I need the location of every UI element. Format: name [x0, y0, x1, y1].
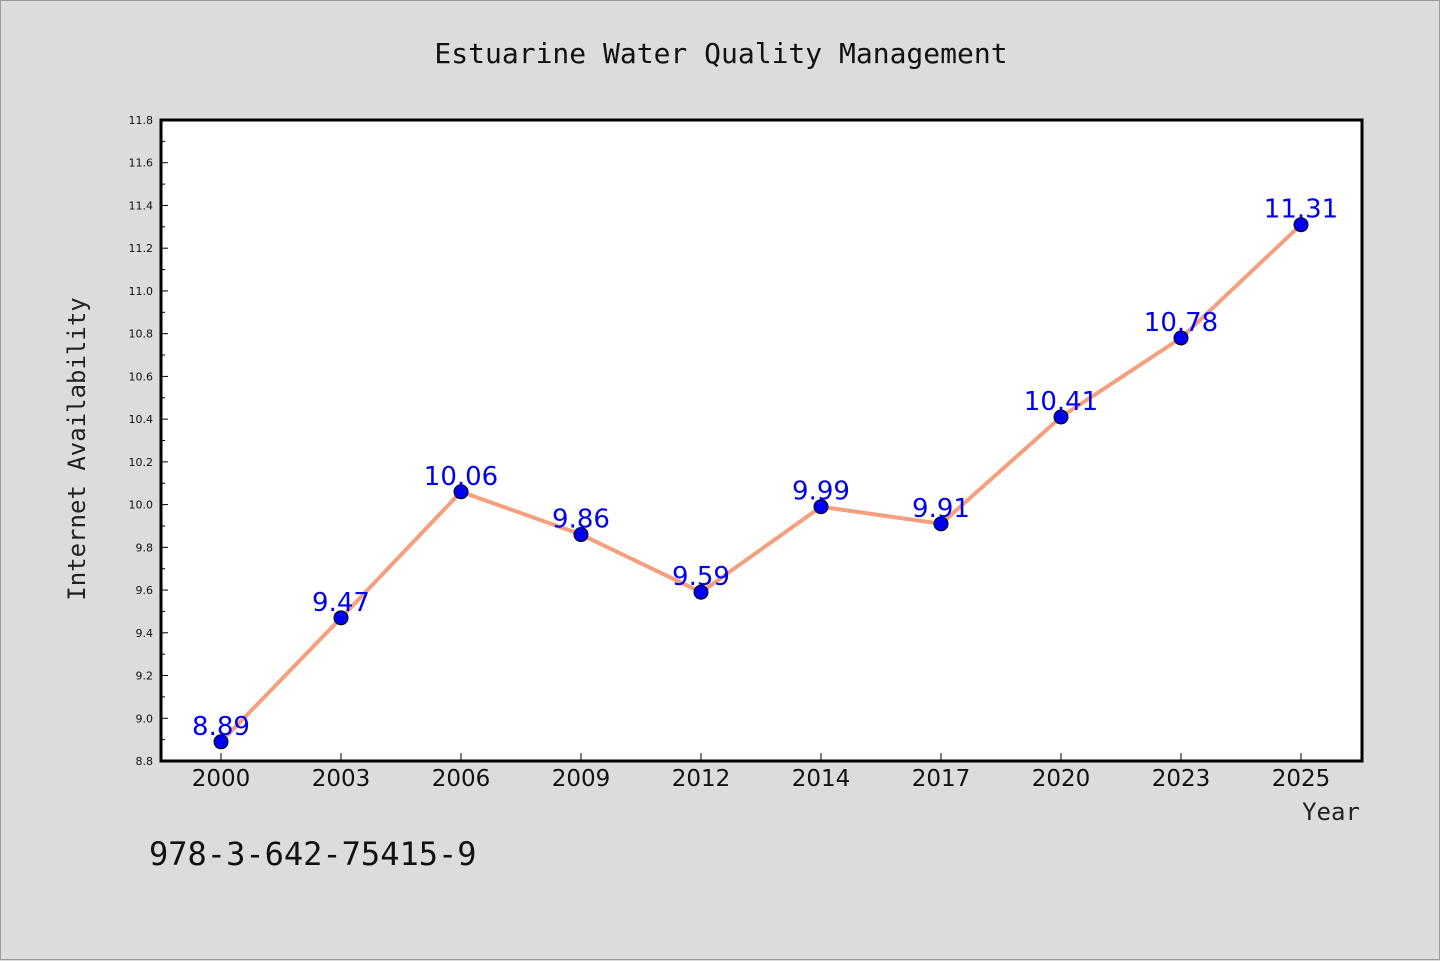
data-point[interactable] — [693, 584, 709, 600]
data-label: 9.59 — [672, 562, 730, 592]
y-axis-label: Internet Availability — [63, 297, 91, 600]
y-tick-label: 10.2 — [129, 456, 154, 469]
data-point[interactable] — [453, 484, 469, 500]
data-label: 9.86 — [552, 505, 610, 535]
data-point[interactable] — [213, 734, 229, 750]
y-tick-label: 9.6 — [136, 584, 154, 597]
y-axis: 8.8 9.0 9.2 9.4 9.6 9.8 10.0 10.2 10.4 10.6 10.8 11… — [129, 114, 168, 768]
x-tick-label: 2017 — [912, 766, 971, 792]
series-line-group — [213, 217, 1309, 750]
data-point[interactable] — [1293, 217, 1309, 233]
data-label: 10.41 — [1024, 387, 1098, 417]
data-label: 9.47 — [312, 588, 370, 618]
x-tick-label: 2023 — [1152, 766, 1211, 792]
series-line — [219, 223, 1303, 744]
y-tick-label: 11.6 — [129, 157, 154, 170]
data-point[interactable] — [933, 516, 949, 532]
y-tick-label: 10.0 — [129, 499, 154, 512]
data-label: 9.91 — [912, 494, 970, 524]
y-tick-label: 9.8 — [136, 541, 154, 554]
data-point[interactable] — [813, 499, 829, 515]
data-label: 10.78 — [1144, 308, 1218, 338]
y-tick-label: 10.6 — [129, 370, 154, 383]
data-label: 8.89 — [192, 712, 250, 742]
plot-area — [159, 118, 1364, 763]
y-tick-label: 10.8 — [129, 328, 154, 341]
data-label: 11.31 — [1264, 195, 1338, 225]
x-tick-label: 2020 — [1032, 766, 1091, 792]
y-tick-label: 9.0 — [136, 712, 154, 725]
data-point[interactable] — [573, 527, 589, 543]
x-tick-label: 2006 — [432, 766, 491, 792]
x-tick-label: 2000 — [192, 766, 251, 792]
data-label: 9.99 — [792, 477, 850, 507]
y-tick-label: 8.8 — [136, 755, 154, 768]
x-tick-label: 2025 — [1272, 766, 1331, 792]
x-tick-label: 2003 — [312, 766, 371, 792]
y-tick-label: 10.4 — [129, 413, 154, 426]
data-label-group: 8.89 9.47 10.06 9.86 9.59 9.99 9.91 10.41 10.78 1… — [192, 195, 1338, 742]
x-tick-label: 2014 — [792, 766, 851, 792]
y-tick-label: 11.0 — [129, 285, 154, 298]
y-tick-label: 11.2 — [129, 242, 154, 255]
x-axis-label: Year — [1302, 798, 1360, 826]
data-label: 10.06 — [424, 462, 498, 492]
y-tick-label: 11.8 — [129, 114, 154, 127]
data-point[interactable] — [1053, 409, 1069, 425]
chart-title: Estuarine Water Quality Management — [434, 37, 1007, 70]
data-point[interactable] — [1173, 330, 1189, 346]
x-tick-label: 2012 — [672, 766, 731, 792]
x-axis: 2000 2003 2006 2009 2012 2014 2017 2020 2023 2025 — [192, 753, 1331, 792]
y-tick-label: 9.2 — [136, 670, 154, 683]
isbn-text: 978-3-642-75415-9 — [149, 835, 477, 873]
x-tick-label: 2009 — [552, 766, 611, 792]
data-point[interactable] — [333, 610, 349, 626]
y-tick-label: 11.4 — [129, 199, 154, 212]
y-tick-label: 9.4 — [136, 627, 154, 640]
